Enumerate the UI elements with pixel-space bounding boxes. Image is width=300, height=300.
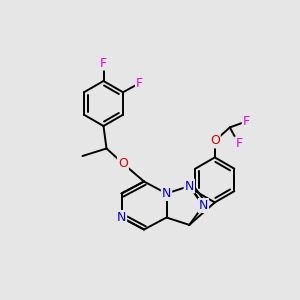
Text: F: F [136, 77, 143, 90]
Text: N: N [117, 211, 126, 224]
Text: O: O [118, 157, 128, 170]
Text: N: N [184, 180, 194, 193]
Text: F: F [100, 56, 107, 70]
Text: O: O [210, 134, 220, 147]
Text: F: F [235, 137, 242, 150]
Text: F: F [243, 115, 250, 128]
Text: N: N [162, 187, 171, 200]
Text: N: N [199, 199, 208, 212]
